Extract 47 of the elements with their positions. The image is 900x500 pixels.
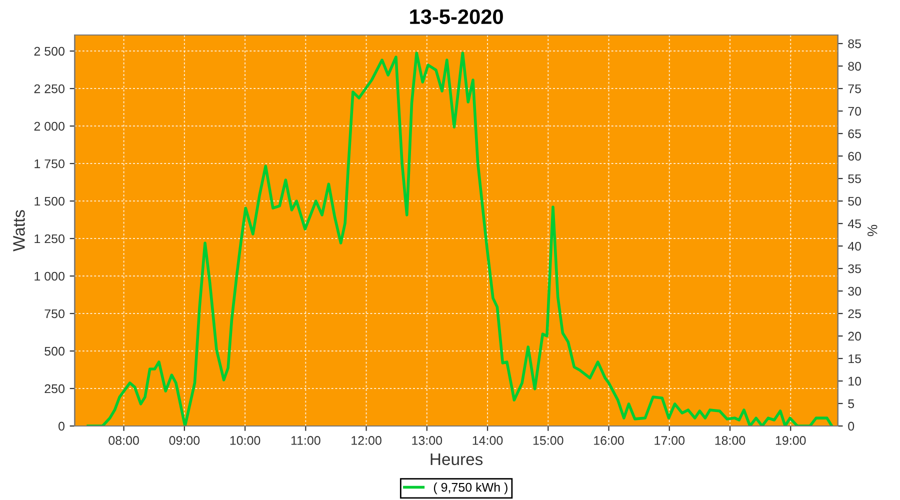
y2-tick-label: 5 [848, 399, 854, 408]
x-tick-label: 18:00 [715, 436, 746, 445]
y-tick-label: 2 000 [34, 122, 64, 131]
y2-tick-label: 50 [848, 196, 862, 206]
x-tick-label: 10:00 [230, 436, 260, 445]
x-tick-label: 11:00 [291, 436, 320, 445]
y-axis-title: Watts [13, 210, 25, 252]
x-tick-label: 19:00 [776, 436, 806, 445]
y2-tick-label: 60 [848, 152, 862, 161]
y2-axis-title: % [868, 224, 878, 236]
y-tick-label: 1 250 [34, 234, 64, 244]
y2-tick-label: 35 [848, 264, 861, 274]
y2-tick-label: 15 [848, 354, 861, 364]
chart-title: 13-5-2020 [410, 9, 503, 24]
y2-tick-label: 40 [848, 242, 862, 251]
x-tick-label: 12:00 [352, 436, 382, 445]
x-tick-label: 08:00 [108, 436, 139, 445]
y2-tick-label: 10 [848, 376, 862, 386]
x-tick-label: 16:00 [594, 436, 624, 445]
y-tick-label: 0 [58, 422, 64, 431]
y2-tick-label: 85 [848, 39, 861, 48]
y-tick-label: 2 500 [34, 46, 64, 56]
x-tick-label: 09:00 [169, 436, 200, 445]
y2-tick-label: 0 [848, 422, 854, 431]
y2-tick-label: 70 [848, 106, 862, 116]
x-tick-label: 13:00 [412, 436, 442, 445]
y2-tick-label: 80 [848, 62, 862, 71]
legend-label: ( 9,750 kWh ) [434, 482, 508, 494]
y-tick-label: 1 000 [34, 272, 64, 281]
y2-tick-label: 75 [848, 84, 861, 94]
y-tick-label: 250 [44, 384, 64, 394]
y-tick-label: 2 250 [34, 84, 64, 94]
y-tick-label: 1 750 [34, 159, 64, 168]
y2-tick-label: 45 [848, 219, 861, 228]
x-tick-label: 14:00 [472, 436, 503, 445]
y2-tick-label: 20 [848, 332, 862, 341]
x-axis-title: Heures [430, 454, 483, 466]
y-tick-label: 500 [44, 346, 64, 356]
y2-tick-label: 55 [848, 174, 861, 184]
y2-tick-label: 30 [848, 286, 862, 296]
x-tick-label: 17:00 [654, 436, 685, 445]
line-series [86, 52, 834, 426]
y2-tick-label: 65 [848, 129, 861, 138]
y-tick-label: 750 [44, 309, 64, 318]
y-tick-label: 1 500 [34, 196, 64, 206]
x-tick-label: 15:00 [533, 436, 564, 445]
y2-tick-label: 25 [848, 309, 861, 318]
